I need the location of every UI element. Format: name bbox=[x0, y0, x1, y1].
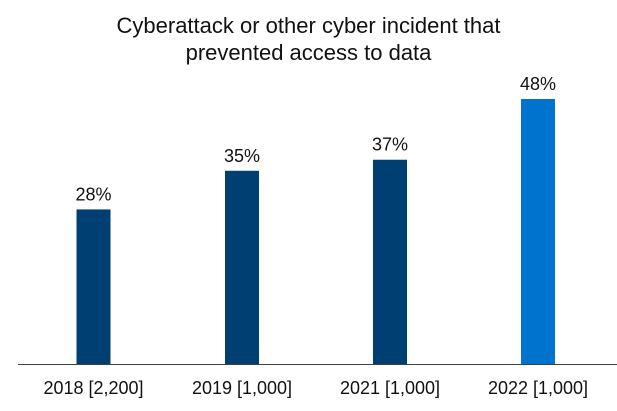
data-label-2: 35% bbox=[224, 146, 260, 166]
bar-1 bbox=[76, 209, 111, 364]
x-tick-label-4: 2022 [1,000] bbox=[488, 378, 588, 398]
chart-title: Cyberattack or other cyber incident that… bbox=[0, 12, 617, 66]
data-label-3: 37% bbox=[372, 135, 408, 155]
bar-2 bbox=[225, 170, 259, 364]
chart-title-line-1: Cyberattack or other cyber incident that bbox=[116, 13, 501, 38]
data-label-4: 48% bbox=[520, 74, 556, 94]
chart-title-line-2: prevented access to data bbox=[185, 40, 432, 65]
bar-3 bbox=[373, 159, 407, 364]
x-tick-label-1: 2018 [2,200] bbox=[43, 378, 143, 398]
bar-4 bbox=[521, 99, 555, 364]
x-tick-label-3: 2021 [1,000] bbox=[340, 378, 440, 398]
data-label-1: 28% bbox=[75, 184, 111, 204]
x-tick-label-2: 2019 [1,000] bbox=[192, 378, 292, 398]
